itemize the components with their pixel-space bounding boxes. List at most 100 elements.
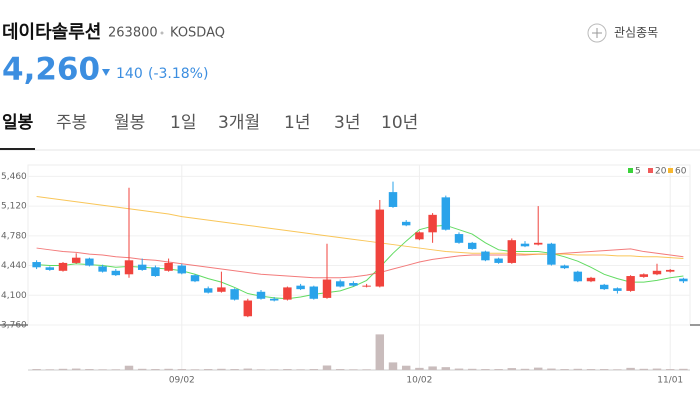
candle-body [164,262,173,271]
volume-bar [362,369,371,370]
moving-average [36,195,684,260]
tab[interactable]: 월봉 [114,113,145,133]
volume-bar [547,368,556,370]
candle-body [613,288,622,291]
candle-body [124,260,134,275]
volume-bar [98,369,107,370]
candle-body [626,276,635,291]
volume-bar [533,367,543,370]
candle-body [190,275,200,282]
candle-body [349,283,358,286]
legend-label: 60 [675,167,687,177]
volume-bar [124,365,134,370]
volume-bar [428,366,437,370]
volume-bar [71,368,81,370]
tab[interactable]: 10년 [381,113,418,133]
volume-bar [322,365,332,370]
volume-bar [151,369,160,370]
candle-body [415,232,424,240]
candle-body [71,257,81,263]
candle-body [296,285,305,290]
tab[interactable]: 1일 [170,113,196,133]
candle-body [362,285,371,287]
candle-body [679,278,688,282]
tab[interactable]: 일봉 [2,113,34,133]
candle-body [428,214,437,233]
candle-body [32,262,41,268]
y-tick-label: 5,460 [1,172,27,182]
chart: 5,460 5,120 4,780 4,440 4,100 3,760 09/02 10/02… [1,165,690,386]
legend-swatch [668,168,673,173]
candle-body [573,271,583,282]
y-tick-label: 5,120 [1,202,27,212]
volume-bar [613,369,622,370]
volume-bar [177,369,187,370]
moving-average [36,247,684,279]
stock-code: 263800 [108,26,158,41]
volume-bar [45,369,55,370]
candle-body [520,243,530,247]
volume-bar [375,334,385,370]
candle-body [507,240,517,263]
y-tick-label: 3,760 [1,321,27,331]
candle-body [599,284,609,290]
change: 140 [116,66,143,82]
candle-body [401,221,411,226]
candle-body [151,267,160,277]
volume-bar [349,369,358,370]
volume-bar [599,369,609,370]
stock-name: 데이타솔루션 [2,22,101,43]
tab[interactable]: 3개월 [218,113,260,133]
volume-bar [190,369,200,370]
price: 4,260 [2,52,100,88]
volume-bar [520,368,530,370]
tab[interactable]: 주봉 [56,113,87,133]
tabs: 일봉 주봉 월봉 1일 3개월 1년 3년 10년 [2,113,418,133]
legend-label: 5 [635,167,641,177]
volume-bar [494,369,503,370]
candle-body [533,242,543,245]
volume-bar [137,368,147,370]
volume-bar [665,369,675,370]
watch-button[interactable]: 관심종목 [614,26,658,40]
plus-icon[interactable] [587,23,607,43]
candle-body [177,265,187,274]
candle-body [309,286,319,299]
tab[interactable]: 3년 [334,113,360,133]
volume-bar [111,369,121,370]
candle-body [45,267,55,270]
candle-body [665,269,675,272]
y-tick-label: 4,100 [1,291,27,301]
volume-bar [230,369,239,370]
candle-body [98,266,107,272]
legend-label: 20 [655,167,667,177]
candle-body [388,192,398,207]
candle-body [111,270,121,276]
y-tick-label: 4,440 [1,261,27,271]
candle-body [560,265,569,269]
tab[interactable]: 1년 [284,113,310,133]
volume-bar [164,368,173,370]
price-panel [27,164,691,326]
volume-bar [679,368,688,370]
plus [592,28,602,38]
x-tick-label: 09/02 [169,376,195,386]
candle-body [256,291,266,299]
volume-bar [441,367,451,370]
volume-bar [586,369,596,370]
candle-body [494,258,503,263]
dot [160,31,164,35]
candle-body [217,287,226,292]
volume-bar [507,368,517,370]
volume-bar [217,368,226,370]
candle-body [137,264,147,270]
candle-body [85,258,94,266]
market: KOSDAQ [170,26,225,41]
candle-body [467,242,477,249]
volume-bar [415,367,424,370]
x-tick-label: 10/02 [406,376,432,386]
candle-body [454,234,464,243]
candle-body [283,287,292,300]
